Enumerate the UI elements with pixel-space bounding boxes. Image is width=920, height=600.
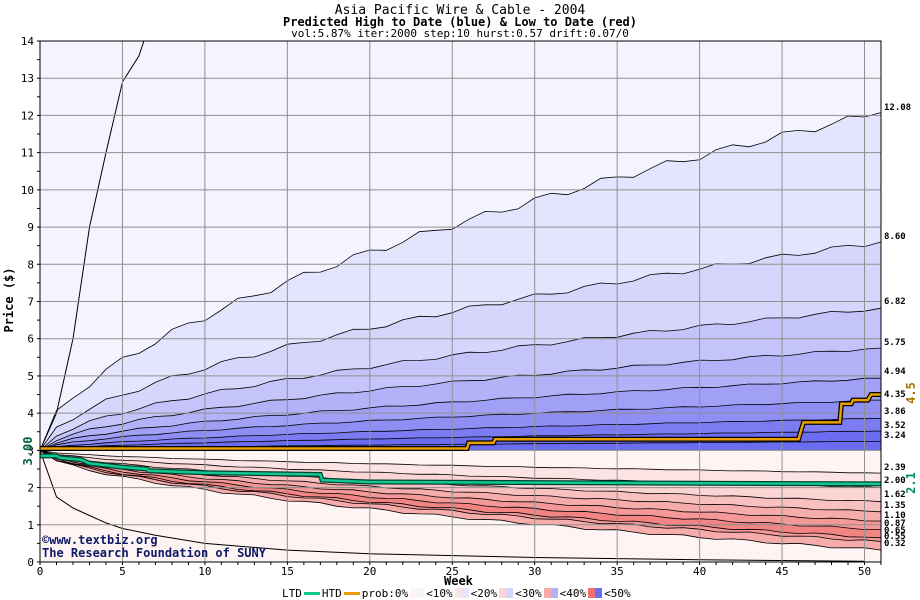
legend-swatch-1 xyxy=(454,588,469,598)
low-quantile-line-8 xyxy=(40,450,881,551)
y-tick-label: 10 xyxy=(21,184,34,197)
right-value-label: 4.35 xyxy=(884,390,906,400)
right-value-label: 8.60 xyxy=(884,232,906,242)
right-value-label: 0.32 xyxy=(884,539,906,549)
right-value-label: 2.00 xyxy=(884,476,906,486)
ltd-line xyxy=(40,454,881,486)
high-quantile-line-3 xyxy=(40,347,881,451)
start-price-label: 3.00 xyxy=(21,436,35,466)
low-quantile-line-6 xyxy=(40,450,881,539)
right-value-label: 0.87 xyxy=(884,519,906,529)
right-value-label: 12.08 xyxy=(884,103,911,113)
y-axis-label: Price ($) xyxy=(2,267,16,333)
watermark-line-1: ©www.textbiz.org xyxy=(42,533,158,547)
legend-swatch-3 xyxy=(543,588,558,598)
high-quantile-line-0 xyxy=(40,112,881,451)
watermark: ©www.textbiz.org The Research Foundation… xyxy=(42,534,266,560)
y-tick-label: 3 xyxy=(27,444,34,457)
chart-subtitle: Predicted High to Date (blue) & Low to D… xyxy=(282,15,637,29)
y-tick-label: 6 xyxy=(27,333,34,346)
x-tick-label: 50 xyxy=(858,565,871,578)
right-value-label: 5.75 xyxy=(884,338,906,348)
legend-swatch-4 xyxy=(588,588,603,598)
x-tick-label: 10 xyxy=(198,565,211,578)
right-value-label: 4.94 xyxy=(884,367,906,377)
low-quantile-line-2 xyxy=(40,450,881,503)
x-tick-label: 30 xyxy=(528,565,541,578)
legend-ltd-label: LTD xyxy=(282,586,302,600)
x-axis-label: Week xyxy=(444,574,473,588)
low-quantile-line-0 xyxy=(40,450,881,474)
right-value-label: 2.39 xyxy=(884,463,906,473)
y-tick-label: 9 xyxy=(27,221,34,234)
right-value-label: 1.62 xyxy=(884,490,906,500)
y-tick-label: 7 xyxy=(27,296,34,309)
x-tick-label: 15 xyxy=(281,565,294,578)
y-tick-label: 13 xyxy=(21,72,34,85)
plot-frame xyxy=(39,40,882,563)
x-tick-label: 20 xyxy=(363,565,376,578)
high-quantile-line-2 xyxy=(40,307,881,451)
right-value-label: 0.55 xyxy=(884,532,906,542)
y-tick-label: 2 xyxy=(27,482,34,495)
low-quantile-line-4 xyxy=(40,450,881,522)
legend-bin-1-label: <10% xyxy=(426,586,453,600)
y-tick-label: 12 xyxy=(21,109,34,122)
y-tick-label: 5 xyxy=(27,370,34,383)
x-tick-label: 35 xyxy=(611,565,624,578)
legend: LTD HTD prob:0% <10% <20% <30% <40% <50% xyxy=(282,586,631,600)
chart-params: vol:5.87% iter:2000 step:10 hurst:0.57 d… xyxy=(291,27,629,40)
legend-swatch-2 xyxy=(499,588,514,598)
legend-htd-label: HTD xyxy=(321,586,342,600)
y-tick-label: 14 xyxy=(21,35,35,48)
y-tick-label: 8 xyxy=(27,258,34,271)
legend-ltd-swatch xyxy=(303,591,320,595)
ltd-end-label: 2.1 xyxy=(904,472,918,494)
legend-bin-5-label: <50% xyxy=(604,586,631,600)
high-quantile-line-5 xyxy=(40,399,881,451)
y-tick-label: 4 xyxy=(27,407,34,420)
right-value-label: 3.52 xyxy=(884,421,906,431)
y-tick-label: 0 xyxy=(27,556,34,569)
htd-line xyxy=(40,393,881,450)
high-quantile-line-6 xyxy=(40,418,881,451)
legend-bin-4-label: <40% xyxy=(559,586,587,600)
legend-bin-3-label: <30% xyxy=(515,586,542,600)
x-tick-label: 25 xyxy=(446,565,459,578)
htd-end-label: 4.5 xyxy=(904,382,918,404)
legend-swatch-0 xyxy=(410,588,425,598)
y-tick-label: 11 xyxy=(21,147,34,160)
watermark-line-2: The Research Foundation of SUNY xyxy=(42,546,266,560)
low-quantile-line-7 xyxy=(40,450,881,542)
right-value-label: 3.86 xyxy=(884,407,906,417)
right-value-label: 3.24 xyxy=(884,431,906,441)
right-value-label: 1.10 xyxy=(884,511,906,521)
legend-bin-2-label: <20% xyxy=(470,586,498,600)
high-quantile-line-7 xyxy=(40,430,881,451)
right-value-label: 6.82 xyxy=(884,297,906,307)
legend-htd-swatch xyxy=(343,591,360,595)
low-band-tail xyxy=(40,450,881,562)
right-value-label: 0.65 xyxy=(884,526,906,536)
low-quantile-line-5 xyxy=(40,450,881,530)
x-tick-label: 40 xyxy=(693,565,706,578)
right-value-label: 1.35 xyxy=(884,501,906,511)
high-quantile-line-4 xyxy=(40,377,881,451)
x-tick-label: 0 xyxy=(37,565,44,578)
x-tick-label: 45 xyxy=(775,565,788,578)
x-tick-label: 5 xyxy=(119,565,126,578)
y-tick-label: 1 xyxy=(27,519,34,532)
chart-title: Asia Pacific Wire & Cable - 2004 xyxy=(334,3,586,18)
legend-prob-label: prob:0% xyxy=(361,586,409,600)
